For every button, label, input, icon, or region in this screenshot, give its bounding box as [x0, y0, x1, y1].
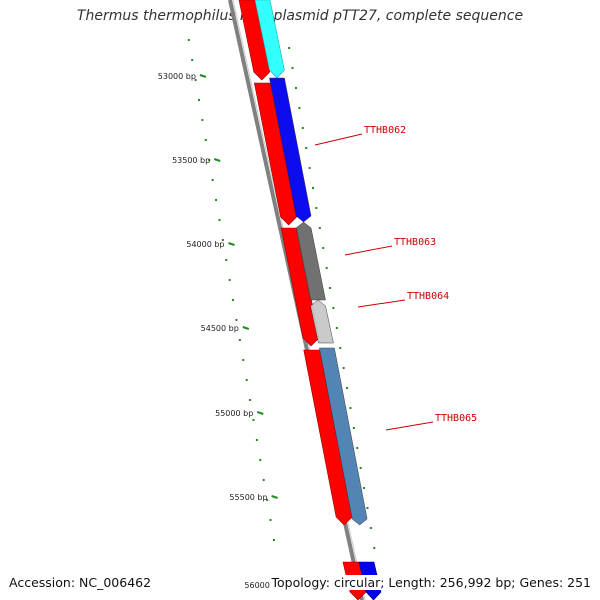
- ruler-dot: [288, 47, 291, 49]
- ruler-dot: [352, 427, 355, 429]
- reverse-strand-track: [238, 0, 367, 600]
- ruler-dot: [359, 467, 362, 469]
- ruler-dot: [373, 547, 376, 549]
- ruler-dot: [235, 319, 238, 321]
- ruler-major-tick: [256, 411, 264, 415]
- forward-strand-track: [254, 0, 382, 600]
- ruler-dot: [315, 207, 318, 209]
- gene-label-tthb063: TTHB063: [394, 237, 436, 248]
- prev-gene-arrow: [254, 0, 285, 79]
- ruler-dot: [325, 267, 328, 269]
- gene-label-tthb065: TTHB065: [435, 413, 477, 424]
- ruler-tick-label: 55500 bp: [229, 493, 267, 502]
- ruler-dot: [221, 239, 224, 241]
- ruler-dot: [238, 339, 241, 341]
- ruler-dot: [294, 87, 297, 89]
- ruler-dot: [269, 519, 272, 521]
- ruler-dot: [245, 379, 248, 381]
- ruler-dot: [322, 247, 325, 249]
- ruler-dot: [308, 167, 311, 169]
- rev-gene-segment: [253, 82, 297, 226]
- ruler-dot: [252, 419, 255, 421]
- gene-callout-line: [344, 245, 393, 256]
- ruler-major-tick: [228, 242, 235, 246]
- ruler-dot: [198, 99, 201, 101]
- ruler-dot: [242, 359, 245, 361]
- ruler-dot: [204, 139, 207, 141]
- ruler-dot: [349, 407, 352, 409]
- ruler-dot: [305, 147, 308, 149]
- gene-label-tthb064: TTHB064: [407, 291, 449, 302]
- gene-arrow-tthb062: [269, 77, 312, 223]
- ruler-dot: [255, 439, 258, 441]
- sequence-stats: Topology: circular; Length: 256,992 bp; …: [271, 575, 591, 590]
- ruler-dot: [218, 219, 221, 221]
- ruler-major-tick: [271, 495, 278, 499]
- ruler-dot: [339, 347, 342, 349]
- ruler-major-tick: [242, 326, 250, 330]
- gene-arrow-tthb064: [310, 299, 334, 344]
- rev-gene-segment: [238, 0, 271, 81]
- ruler-dot: [211, 179, 214, 181]
- ruler-dot: [342, 367, 345, 369]
- ruler-dot: [291, 67, 294, 69]
- ruler-dot: [272, 539, 275, 541]
- ruler-dot: [301, 127, 304, 129]
- gene-callout-line: [314, 133, 363, 146]
- accession-label: Accession: NC_006462: [9, 575, 152, 590]
- ruler-dot: [266, 499, 269, 501]
- gene-label-tthb062: TTHB062: [364, 125, 406, 136]
- ruler-dot: [262, 479, 265, 481]
- gene-arrow-tthb065: [319, 347, 368, 526]
- rev-gene-segment: [280, 227, 320, 347]
- ruler-dot: [208, 159, 211, 161]
- ruler-tick-label: 54500 bp: [201, 324, 239, 333]
- ruler-dot: [225, 259, 228, 261]
- ruler-dot: [311, 187, 314, 189]
- ruler-minor-dots: [187, 39, 376, 549]
- ruler-ticks: 53000 bp 53500 bp 54000 bp 54500 bp 55000 bp…: [158, 72, 293, 590]
- ruler-dot: [363, 487, 366, 489]
- gene-callouts: TTHB062 TTHB063 TTHB064 TTHB065: [314, 125, 477, 431]
- ruler-dot: [232, 299, 235, 301]
- ruler-tick-label: 53500 bp: [172, 156, 210, 165]
- ruler-dot: [187, 39, 190, 41]
- ruler-dot: [194, 79, 197, 81]
- ruler-tick-label: 56000 bp: [244, 581, 282, 590]
- ruler-major-tick: [213, 158, 221, 162]
- gene-callout-line: [385, 421, 434, 431]
- ruler-dot: [366, 507, 369, 509]
- ruler-dot: [335, 327, 338, 329]
- ruler-dot: [259, 459, 262, 461]
- ruler-dot: [249, 399, 252, 401]
- ruler-dot: [369, 527, 372, 529]
- ruler-dot: [332, 307, 335, 309]
- ruler-dot: [346, 387, 349, 389]
- ruler-dot: [318, 227, 321, 229]
- rev-gene-segment: [303, 349, 353, 526]
- ruler-tick-label: 54000 bp: [186, 240, 224, 249]
- ruler-dot: [356, 447, 359, 449]
- ruler-dot: [228, 279, 231, 281]
- ruler-major-tick: [199, 74, 207, 78]
- gene-callout-line: [357, 299, 406, 308]
- ruler-dot: [298, 107, 301, 109]
- ruler-dot: [191, 59, 194, 61]
- ruler-tick-label: 53000 bp: [158, 72, 196, 81]
- ruler-dot: [215, 199, 218, 201]
- map-title: Thermus thermophilus HB8 plasmid pTT27, …: [76, 8, 524, 24]
- ruler-dot: [329, 287, 332, 289]
- ruler-tick-label: 55000 bp: [215, 409, 253, 418]
- ruler-dot: [201, 119, 204, 121]
